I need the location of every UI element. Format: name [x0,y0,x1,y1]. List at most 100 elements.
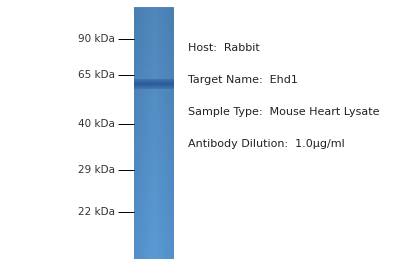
Bar [134,117,174,121]
Bar [134,205,174,209]
Bar [134,136,174,140]
Text: Host:  Rabbit: Host: Rabbit [188,43,260,53]
Bar [134,85,174,86]
Bar [134,224,174,227]
Bar [134,17,174,21]
Bar [134,174,174,177]
Bar [134,152,174,155]
Bar [143,8,144,259]
Bar [134,64,174,68]
Bar [134,211,174,215]
Bar [161,8,162,259]
Bar [134,95,174,99]
Bar [142,8,144,259]
Bar [134,83,174,87]
Bar [134,83,174,84]
Bar [134,7,174,11]
Bar [167,8,168,259]
Bar [148,8,150,259]
Bar [134,230,174,234]
Bar [134,193,174,196]
Bar [146,8,147,259]
Bar [134,190,174,193]
Bar [134,114,174,118]
Bar [134,92,174,96]
Bar [134,11,174,14]
Bar [134,215,174,218]
Bar [134,51,174,55]
Bar [134,86,174,87]
Bar [134,146,174,149]
Bar [134,180,174,184]
Bar [171,8,172,259]
Text: Sample Type:  Mouse Heart Lysate: Sample Type: Mouse Heart Lysate [188,107,380,117]
Bar [134,243,174,246]
Text: 40 kDa: 40 kDa [78,119,115,129]
Bar [134,167,174,171]
Bar [134,120,174,124]
Bar [162,8,164,259]
Bar [134,233,174,237]
Bar [163,8,164,259]
Bar [170,8,172,259]
Bar [134,58,174,61]
Bar [134,164,174,168]
Bar [134,76,174,80]
Bar [152,8,154,259]
Bar [134,158,174,162]
Bar [134,87,174,88]
Bar [134,61,174,65]
Bar [134,81,174,82]
Bar [134,70,174,74]
Bar [166,8,168,259]
Bar [134,111,174,115]
Bar [134,149,174,152]
Bar [134,252,174,256]
Bar [134,89,174,93]
Bar [134,199,174,203]
Text: Antibody Dilution:  1.0μg/ml: Antibody Dilution: 1.0μg/ml [188,139,345,149]
Bar [134,183,174,187]
Bar [134,133,174,137]
Bar [134,79,174,80]
Bar [134,186,174,190]
Bar [134,208,174,212]
Bar [134,20,174,24]
Bar [135,8,136,259]
Bar [134,73,174,77]
Text: 29 kDa: 29 kDa [78,164,115,175]
Bar [134,67,174,71]
Bar [134,36,174,39]
Bar [138,8,140,259]
Bar [134,86,174,90]
Bar [134,171,174,174]
Bar [134,196,174,199]
Bar [134,155,174,159]
Bar [158,8,159,259]
Bar [134,161,174,165]
Text: Target Name:  Ehd1: Target Name: Ehd1 [188,75,298,85]
Bar [134,54,174,58]
Bar [139,8,140,259]
Bar [160,8,162,259]
Bar [134,99,174,102]
Bar [134,130,174,134]
Bar [172,8,174,259]
Bar [149,8,150,259]
Bar [134,8,135,259]
Bar [154,8,155,259]
Bar [134,108,174,112]
Bar [134,249,174,253]
Bar [134,202,174,206]
Bar [134,255,174,259]
Bar [134,84,174,85]
Bar [134,42,174,46]
Bar [164,8,166,259]
Bar [134,23,174,27]
Bar [165,8,166,259]
Bar [155,8,156,259]
Text: 22 kDa: 22 kDa [78,207,115,217]
Bar [134,88,174,89]
Bar [159,8,160,259]
Bar [169,8,170,259]
